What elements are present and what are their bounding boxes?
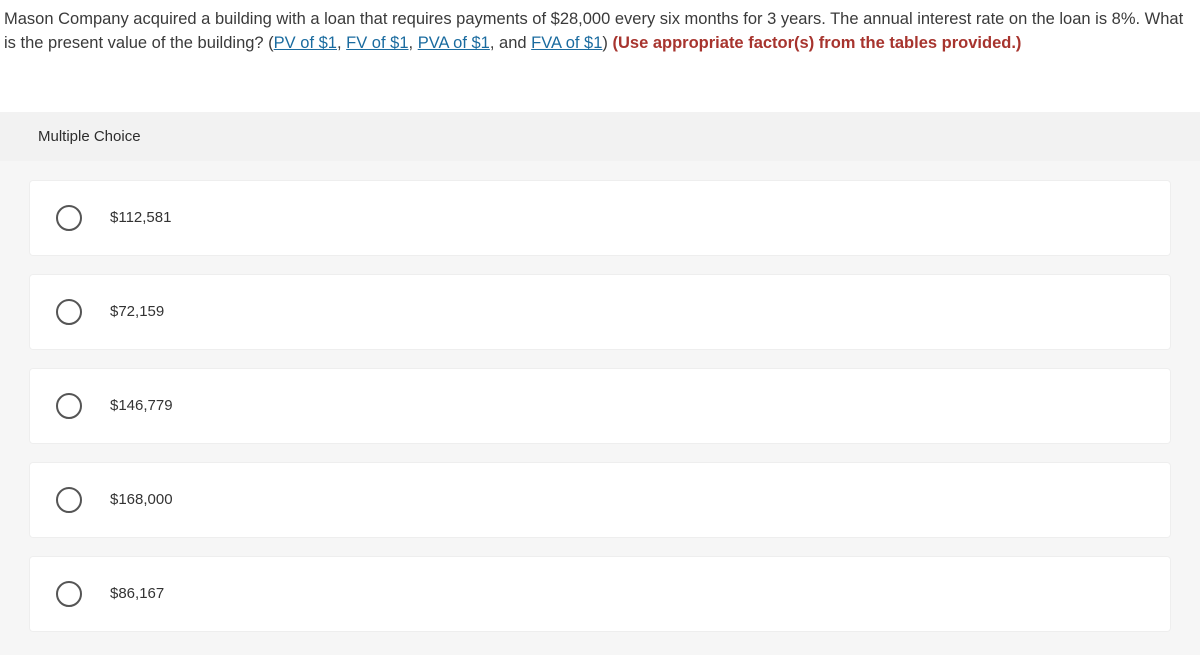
radio-icon[interactable]	[56, 393, 82, 419]
choice-option[interactable]: $112,581	[30, 181, 1170, 255]
choice-label: $72,159	[110, 303, 164, 320]
choice-option[interactable]: $86,167	[30, 557, 1170, 631]
link-fv-of-1[interactable]: FV of $1	[346, 34, 408, 52]
instruction-bold: (Use appropriate factor(s) from the tabl…	[613, 34, 1022, 52]
question-text: Mason Company acquired a building with a…	[0, 0, 1200, 64]
choice-option[interactable]: $72,159	[30, 275, 1170, 349]
sep1: ,	[337, 34, 346, 52]
choice-label: $146,779	[110, 397, 173, 414]
radio-icon[interactable]	[56, 581, 82, 607]
radio-icon[interactable]	[56, 205, 82, 231]
choices-container: $112,581 $72,159 $146,779 $168,000 $86,1…	[0, 161, 1200, 655]
post-links: )	[602, 34, 612, 52]
link-pva-of-1[interactable]: PVA of $1	[418, 34, 490, 52]
radio-icon[interactable]	[56, 487, 82, 513]
choice-option[interactable]: $168,000	[30, 463, 1170, 537]
link-fva-of-1[interactable]: FVA of $1	[531, 34, 602, 52]
link-pv-of-1[interactable]: PV of $1	[274, 34, 337, 52]
section-label: Multiple Choice	[38, 128, 141, 145]
sep2: ,	[409, 34, 418, 52]
choice-label: $86,167	[110, 585, 164, 602]
multiple-choice-header: Multiple Choice	[0, 112, 1200, 161]
sep3: , and	[490, 34, 531, 52]
choice-label: $168,000	[110, 491, 173, 508]
choice-option[interactable]: $146,779	[30, 369, 1170, 443]
choice-label: $112,581	[110, 209, 171, 226]
radio-icon[interactable]	[56, 299, 82, 325]
